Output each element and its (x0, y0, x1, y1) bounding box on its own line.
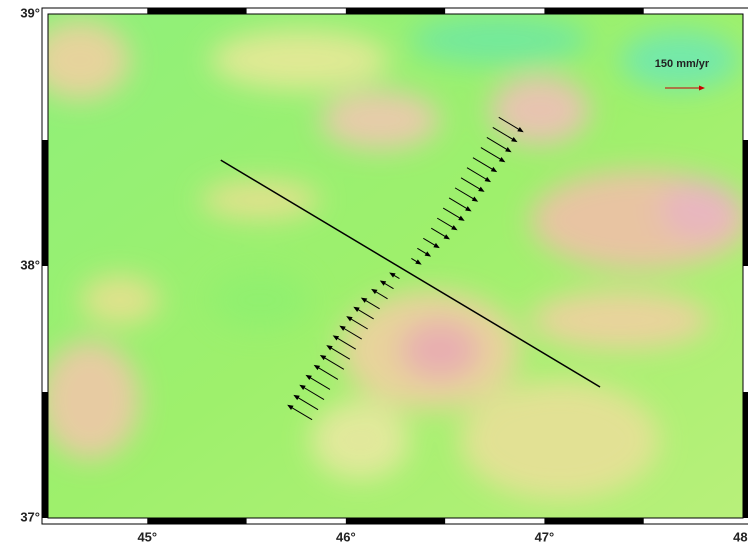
y-tick-label: 37° (20, 509, 40, 524)
frame-bar (147, 518, 246, 524)
terrain (30, 14, 748, 518)
frame-bar (743, 140, 748, 266)
frame-bar (346, 8, 445, 14)
frame-bar (346, 518, 445, 524)
frame-bar (42, 140, 48, 266)
frame-bar (544, 518, 643, 524)
map-figure: 45° 46° 47° 48° 37° 38° 39° 150 mm/yr (0, 0, 748, 544)
frame-bar (544, 8, 643, 14)
x-tick-label: 46° (336, 529, 356, 544)
y-tick-label: 39° (20, 5, 40, 20)
frame-bar (42, 392, 48, 518)
scale-label: 150 mm/yr (655, 58, 710, 70)
x-tick-label: 47° (535, 529, 555, 544)
x-tick-label: 48° (733, 529, 748, 544)
frame-bar (147, 8, 246, 14)
y-tick-label: 38° (20, 257, 40, 272)
x-tick-label: 45° (137, 529, 157, 544)
frame-bar (743, 392, 748, 518)
